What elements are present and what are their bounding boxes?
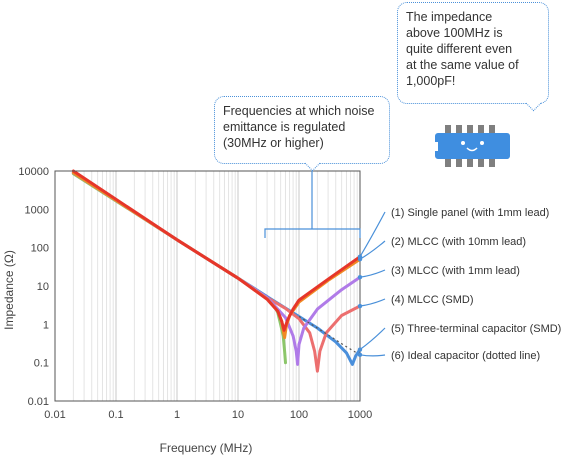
x-tick-label: 1000 [348,409,372,421]
x-tick-label: 1 [174,409,180,421]
y-tick-label: 0.1 [34,358,49,370]
callout-line: (30MHz or higher) [223,136,324,150]
y-tick-label: 1 [43,319,49,331]
legend-label-1: (1) Single panel (with 1mm lead) [391,207,549,219]
legend-label-6: (6) Ideal capacitor (dotted line) [391,350,540,362]
callout-line: Frequencies at which noise [223,104,375,118]
callout-line: above 100MHz is [406,26,503,40]
plot-frame [54,170,361,402]
impedance-note-callout: The impedance above 100MHz is quite diff… [397,2,549,112]
x-tick-label: 10 [232,409,244,421]
callout-line: emittance is regulated [223,120,346,134]
legend-leader-line [359,298,386,307]
legend-leader-line [359,240,386,260]
x-tick-label: 100 [290,409,308,421]
legend-label-2: (2) MLCC (with 10mm lead) [391,236,526,248]
y-axis-label: Impedance (Ω) [2,250,16,330]
legend-leader-line [359,354,386,357]
legend-leader-line [359,327,386,350]
legend-anchor-dot [357,352,363,358]
y-tick-label: 10 [37,281,49,293]
chart-series [71,169,362,373]
callout-line: quite different even [406,42,513,56]
legend-anchor-dot [357,347,363,352]
y-tick-label: 100 [31,243,49,255]
legend-label-4: (4) MLCC (SMD) [391,294,474,306]
chart-grid [72,171,358,401]
callout-line: at the same value of [406,58,519,72]
legend-leader-line [359,269,386,278]
legend-label-3: (3) MLCC (with 1mm lead) [391,265,520,277]
x-tick-label: 0.01 [44,409,65,421]
y-tick-label: 1000 [25,204,49,216]
regulation-note-callout: Frequencies at which noise emittance is … [214,96,390,172]
legend-anchor-dot [357,303,363,309]
callout-line: 1,000pF! [406,74,456,88]
x-tick-label: 0.1 [108,409,123,421]
y-tick-label: 10000 [18,166,49,178]
capacitor-chip-smiley-icon [430,125,510,167]
legend-leader-line [359,211,386,258]
series-line-6 [71,172,287,365]
y-tick-label: 0.01 [28,396,49,408]
ideal-capacitor-dotted-line [298,315,361,356]
callout-line: The impedance [406,10,493,24]
legend-anchor-dot [357,257,363,262]
x-axis-label: Frequency (MHz) [160,441,253,455]
series-line-1 [71,169,362,332]
legend-anchor-dot [357,274,363,280]
chart-legend: (1) Single panel (with 1mm lead) (2) MLCC… [357,207,561,362]
regulated-frequency-bracket [264,170,361,238]
legend-label-5: (5) Three-terminal capacitor (SMD) [391,323,561,335]
chart-tick-labels: 0.01 0.1 1 10 100 1000 0.01 0.1 1 10 100 1000 10000 [18,166,372,421]
